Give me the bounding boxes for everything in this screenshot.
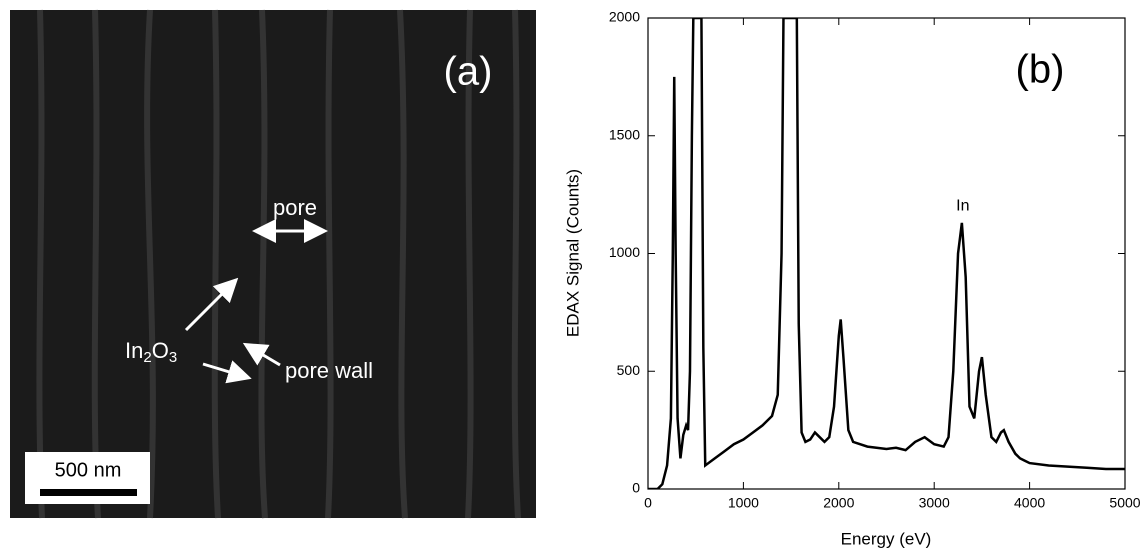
- x-tick-label: 1000: [728, 495, 759, 511]
- panel-label: (b): [1016, 48, 1065, 92]
- oxide-arrow: [202, 360, 252, 384]
- x-tick-label: 5000: [1109, 495, 1140, 511]
- oxide-part: O: [152, 338, 169, 363]
- sem-image: (a) pore In2O3 pore wall 500 nm: [10, 9, 536, 519]
- y-tick-label: 500: [617, 362, 641, 378]
- image-texture: [36, 9, 521, 519]
- oxide-part: In: [125, 338, 143, 363]
- x-tick-label: 4000: [1014, 495, 1045, 511]
- oxide-part: 2: [143, 349, 151, 366]
- x-tick-label: 0: [644, 495, 652, 511]
- x-axis-label: Energy (eV): [841, 529, 932, 548]
- pore-wall-arrow: [242, 342, 281, 367]
- peak-annotation: In: [956, 198, 969, 215]
- y-tick-label: 1000: [609, 244, 640, 260]
- spectrum-line: [648, 18, 1125, 489]
- scale-bar: [40, 489, 137, 496]
- x-tick-label: 3000: [919, 495, 950, 511]
- y-tick-label: 2000: [609, 9, 640, 25]
- y-axis-label: EDAX Signal (Counts): [563, 169, 582, 337]
- scale-bar-label: 500 nm: [55, 459, 122, 481]
- y-tick-label: 0: [632, 480, 640, 496]
- panel-label: (a): [444, 50, 493, 94]
- chart: (b) Energy (eV) EDAX Signal (Counts) 0 10…: [563, 9, 1140, 549]
- oxide-label: In2O3: [125, 338, 177, 366]
- y-tick-label: 1500: [609, 126, 640, 142]
- pore-wall-label: pore wall: [285, 358, 373, 383]
- x-tick-label: 2000: [823, 495, 854, 511]
- oxide-part: 3: [169, 349, 177, 366]
- oxide-arrow: [184, 277, 239, 332]
- pore-label: pore: [273, 195, 317, 220]
